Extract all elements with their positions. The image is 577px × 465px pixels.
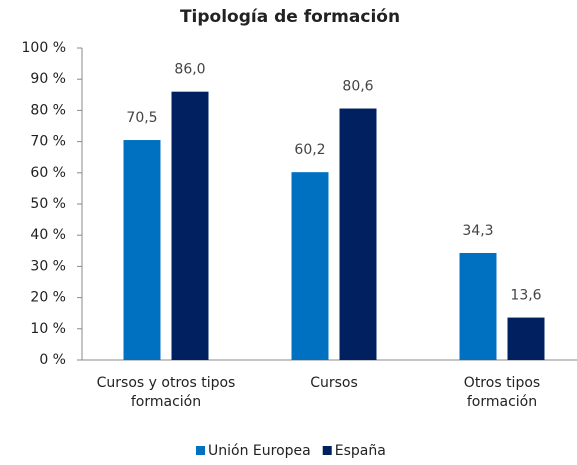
y-tick-label: 90 % xyxy=(30,71,66,87)
data-label: 86,0 xyxy=(174,62,205,78)
bar xyxy=(459,252,497,360)
data-label: 70,5 xyxy=(126,110,157,126)
y-tick-label: 30 % xyxy=(30,258,66,274)
bar xyxy=(123,140,161,360)
legend-label: Unión Europea xyxy=(208,443,311,459)
legend-swatch xyxy=(322,446,332,455)
x-tick-label: Cursos y otros tipos formación xyxy=(96,375,236,410)
data-label: 13,6 xyxy=(510,288,541,304)
bar xyxy=(291,172,329,360)
y-tick-label: 0 % xyxy=(39,352,66,368)
bar xyxy=(507,317,545,360)
y-tick-label: 100 % xyxy=(22,40,66,56)
legend-label: España xyxy=(335,443,386,459)
y-tick-label: 10 % xyxy=(30,321,66,337)
x-tick-label: Cursos xyxy=(310,375,358,391)
data-label: 34,3 xyxy=(462,223,493,239)
data-label: 80,6 xyxy=(342,79,373,95)
chart-title: Tipología de formación xyxy=(180,7,400,27)
y-tick-label: 50 % xyxy=(30,196,66,212)
bar xyxy=(171,91,209,361)
y-tick-label: 40 % xyxy=(30,227,66,243)
data-label: 60,2 xyxy=(294,142,325,158)
y-tick-label: 80 % xyxy=(30,102,66,118)
y-tick-label: 70 % xyxy=(30,134,66,150)
y-tick-label: 60 % xyxy=(30,165,66,181)
bar xyxy=(339,108,377,360)
x-tick-label: Otros tipos formación xyxy=(463,375,541,410)
y-tick-label: 20 % xyxy=(30,290,66,306)
legend-swatch xyxy=(196,446,205,455)
